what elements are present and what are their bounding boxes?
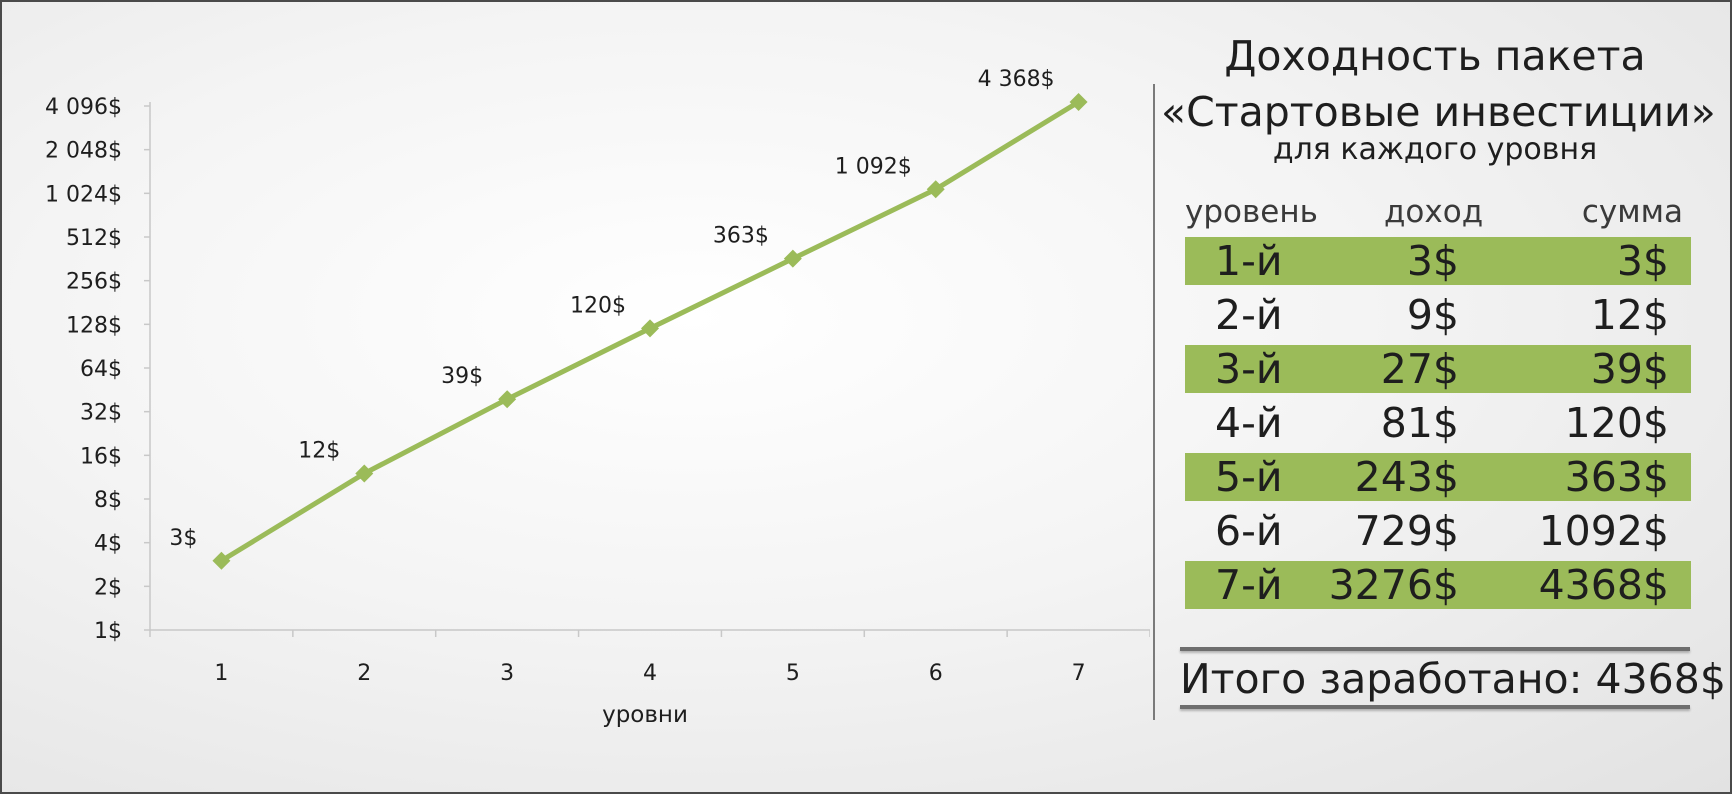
data-point-marker [212,551,231,570]
panel-title-line1: Доходность пакета [1224,32,1646,80]
table-row: 4-й 81$ 120$ [1185,396,1691,450]
income-table: 1-й 3$ 3$ 2-й 9$ 12$ 3-й 27$ 39$ 4-й 81$… [1185,234,1691,612]
y-tick-label: 1$ [94,619,122,644]
row-income: 243$ [1354,453,1459,501]
y-tick-label: 128$ [66,313,122,338]
total-earned: Итого заработано: 4368$ [1180,655,1726,703]
data-label: 363$ [713,224,769,249]
y-tick-label: 256$ [66,270,122,295]
y-tick-label: 4$ [94,532,122,557]
row-income: 3$ [1406,237,1459,285]
x-tick-label: 2 [357,661,371,686]
data-point-marker [498,390,517,409]
data-point-marker [355,464,374,483]
y-tick-label: 512$ [66,226,122,251]
table-row: 6-й 729$ 1092$ [1185,504,1691,558]
data-point-marker [641,319,659,338]
y-tick-label: 16$ [80,444,122,469]
row-income: 81$ [1380,399,1459,447]
data-label: 120$ [570,293,626,318]
x-tick-label: 4 [643,661,657,686]
table-row: 1-й 3$ 3$ [1185,237,1691,285]
x-tick-label: 6 [929,661,943,686]
y-tick-label: 2 048$ [45,139,122,164]
total-divider-bottom [1180,705,1690,709]
row-sum: 4368$ [1538,561,1669,609]
row-income: 9$ [1406,291,1459,339]
y-tick-label: 1 024$ [45,182,122,207]
row-income: 729$ [1354,507,1459,555]
y-tick-label: 64$ [80,357,122,382]
x-tick-label: 7 [1072,661,1086,686]
row-level: 3-й [1215,345,1283,393]
row-level: 6-й [1215,507,1283,555]
y-tick-label: 2$ [94,575,122,600]
row-level: 1-й [1215,237,1283,285]
header-sum: сумма [1581,194,1683,230]
header-income: доход [1384,194,1484,230]
data-label: 1 092$ [835,154,912,179]
data-point-marker [1069,92,1088,111]
vertical-divider [1153,84,1155,720]
row-sum: 120$ [1564,399,1669,447]
table-row: 2-й 9$ 12$ [1185,288,1691,342]
data-point-marker [926,180,945,199]
x-tick-label: 1 [214,661,228,686]
y-tick-label: 4 096$ [45,95,122,120]
data-label: 4 368$ [978,67,1055,92]
x-axis-title: уровни [602,702,688,728]
row-income: 3276$ [1328,561,1459,609]
row-income: 27$ [1380,345,1459,393]
table-header: уровень доход сумма [1175,190,1695,234]
row-sum: 363$ [1564,453,1669,501]
row-sum: 12$ [1590,291,1669,339]
row-level: 7-й [1215,561,1283,609]
x-tick-label: 5 [786,661,800,686]
data-label: 12$ [298,438,340,463]
y-tick-label: 8$ [94,488,122,513]
data-label: 3$ [169,526,197,551]
row-level: 2-й [1215,291,1283,339]
row-level: 4-й [1215,399,1283,447]
header-level: уровень [1185,194,1318,230]
income-line-chart: 1$2$4$8$16$32$64$128$256$512$1 024$2 048… [45,67,1150,728]
x-tick-label: 3 [500,661,514,686]
data-point-marker [783,249,802,268]
row-sum: 1092$ [1538,507,1669,555]
row-sum: 3$ [1616,237,1669,285]
y-tick-label: 32$ [80,401,122,426]
panel-title-line2: «Стартовые инвестиции» [1161,88,1716,136]
row-level: 5-й [1215,453,1283,501]
row-sum: 39$ [1590,345,1669,393]
table-row: 7-й 3276$ 4368$ [1185,561,1691,609]
data-label: 39$ [441,364,483,389]
table-row: 5-й 243$ 363$ [1185,453,1691,501]
panel-subtitle: для каждого уровня [1272,132,1598,167]
total-divider-top [1180,647,1690,651]
table-row: 3-й 27$ 39$ [1185,345,1691,393]
